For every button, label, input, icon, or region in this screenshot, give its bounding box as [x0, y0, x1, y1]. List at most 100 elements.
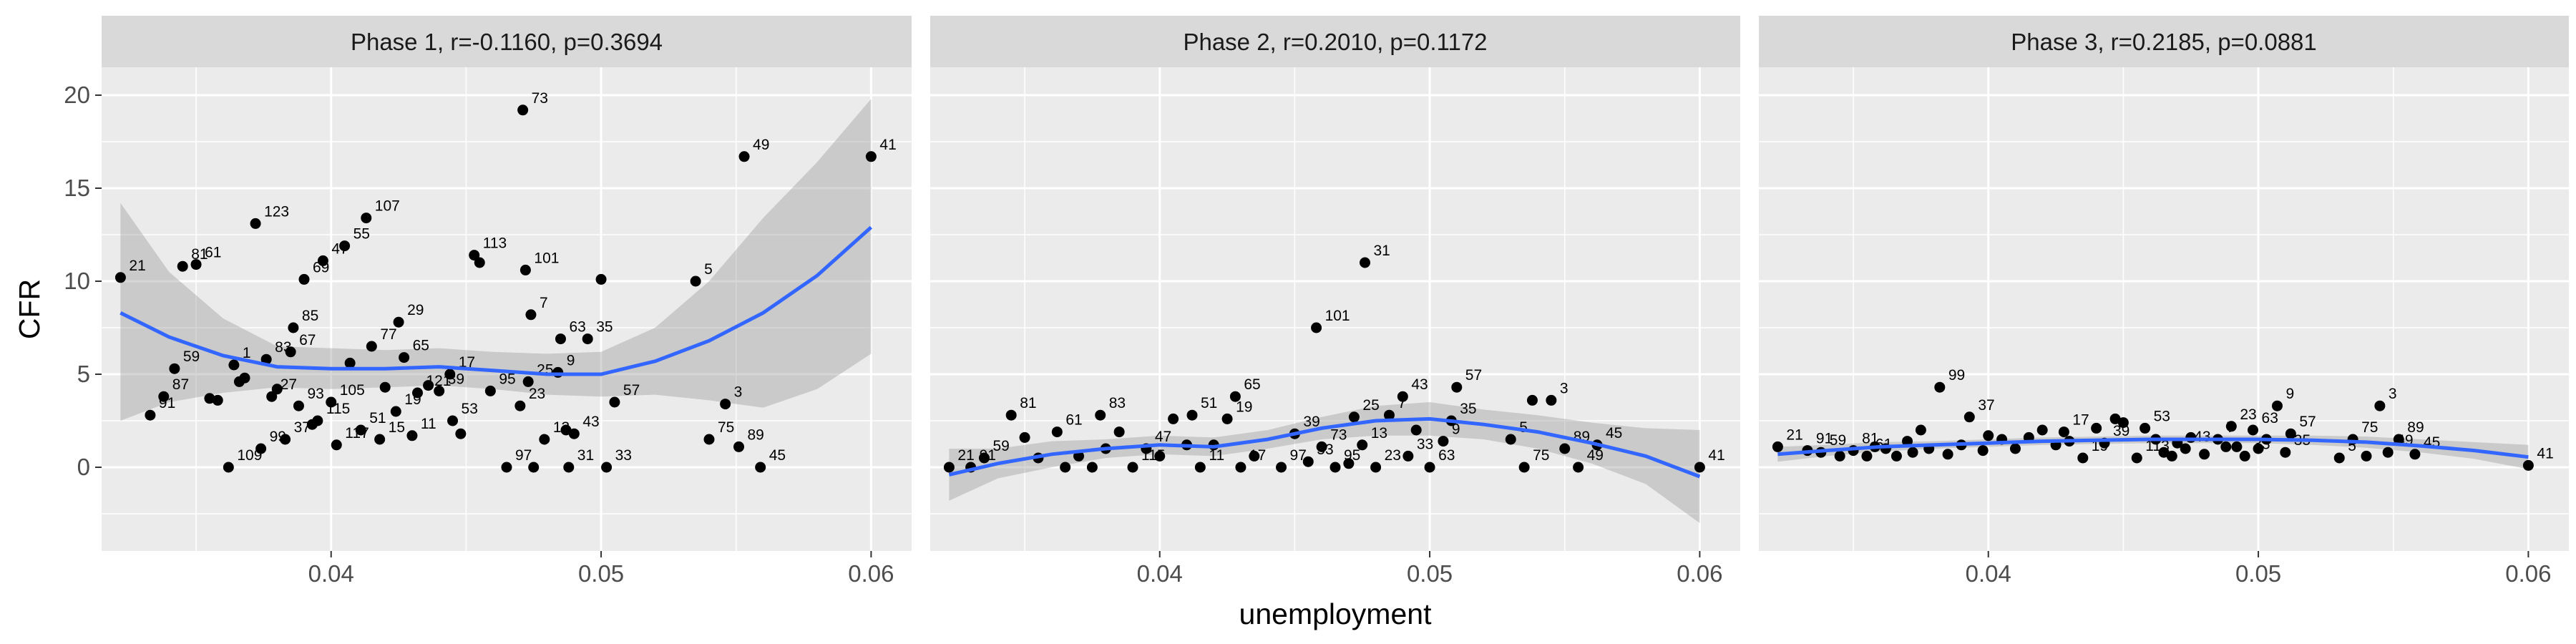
x-tick-label: 0.04 [1966, 560, 2011, 587]
data-point [1402, 450, 1414, 462]
point-label: 93 [307, 386, 323, 402]
data-point [331, 439, 342, 451]
data-point [1983, 430, 1994, 441]
data-point [1235, 462, 1246, 473]
point-label: 3 [1560, 380, 1568, 396]
point-label: 1 [243, 345, 251, 361]
data-point [1397, 391, 1408, 402]
point-label: 83 [1109, 395, 1126, 411]
data-point [455, 428, 467, 439]
data-point [312, 415, 323, 426]
data-point [169, 363, 180, 374]
data-point [1194, 462, 1206, 473]
data-point [1311, 322, 1322, 333]
y-tick-label: 10 [64, 268, 90, 294]
data-point [943, 462, 955, 473]
point-label: 59 [183, 348, 200, 365]
data-point [601, 462, 613, 473]
point-label: 59 [992, 438, 1009, 454]
data-point [344, 357, 356, 369]
data-point [145, 409, 156, 421]
x-tick-label: 0.05 [2235, 560, 2281, 587]
point-label: 65 [1244, 376, 1260, 393]
y-tick-label: 15 [64, 175, 90, 201]
data-point [1095, 409, 1106, 421]
point-label: 121 [426, 373, 451, 389]
point-label: 117 [345, 425, 369, 441]
facet-panel-1: Phase 1, r=-0.1160, p=0.3694219187598161… [102, 16, 912, 551]
point-label: 61 [1065, 412, 1082, 429]
point-label: 95 [1344, 447, 1360, 464]
point-label: 77 [380, 326, 396, 343]
facet-title: Phase 2, r=0.2010, p=0.1172 [1183, 29, 1487, 55]
point-label: 81 [1020, 395, 1036, 411]
data-point [239, 372, 250, 384]
point-label: 107 [375, 198, 400, 215]
data-point [447, 415, 459, 426]
point-label: 63 [2262, 410, 2278, 426]
data-point [1573, 462, 1584, 473]
data-point [2036, 424, 2048, 436]
point-label: 65 [413, 338, 429, 354]
y-axis: 0 5 10 15 20 [64, 82, 102, 480]
point-label: 83 [275, 339, 291, 356]
data-point [2374, 400, 2386, 411]
data-point [1249, 450, 1260, 462]
data-point [738, 151, 750, 162]
data-point [1772, 441, 1783, 452]
data-point [595, 273, 607, 285]
point-label: 19 [404, 391, 421, 408]
point-label: 75 [2361, 419, 2378, 436]
y-tick-label: 5 [77, 361, 90, 387]
data-point [390, 406, 401, 417]
data-point [1861, 450, 1873, 462]
data-point [1060, 462, 1071, 473]
data-point [1051, 426, 1063, 438]
data-point [690, 275, 701, 287]
data-point [434, 385, 445, 396]
point-label: 105 [340, 382, 365, 399]
facet-title: Phase 1, r=-0.1160, p=0.3694 [351, 29, 663, 55]
data-point [1934, 381, 1946, 393]
data-point [1915, 424, 1926, 436]
point-label: 47 [1155, 429, 1171, 445]
data-point [260, 353, 272, 365]
data-point [423, 380, 434, 391]
point-label: 113 [2145, 438, 2169, 454]
data-point [1907, 447, 1918, 458]
smooth-line [948, 416, 1701, 479]
point-label: 37 [1978, 397, 1994, 414]
data-point [288, 322, 299, 333]
point-label: 91 [1816, 431, 1833, 447]
point-label: 115 [326, 401, 350, 417]
data-point [158, 391, 170, 402]
point-label: 33 [615, 447, 632, 464]
point-label: 75 [1533, 447, 1549, 464]
point-label: 51 [369, 410, 386, 426]
point-label: 11 [1209, 447, 1224, 464]
data-point [1505, 434, 1516, 445]
point-label: 39 [1303, 414, 1319, 430]
data-point [2140, 422, 2151, 434]
data-point [1229, 391, 1241, 402]
facet-strip [930, 16, 1740, 67]
data-point [2131, 452, 2142, 464]
point-label: 101 [534, 250, 559, 266]
data-point [2248, 424, 2259, 436]
point-label: 53 [1317, 441, 1333, 458]
point-label: 23 [1385, 447, 1401, 464]
data-point [190, 259, 202, 270]
point-label: 11 [421, 416, 436, 432]
data-point [293, 400, 304, 411]
data-point [514, 400, 526, 411]
data-point [1942, 449, 1953, 460]
x-tick-label: 0.05 [578, 560, 624, 587]
data-point [285, 346, 296, 358]
data-point [978, 452, 990, 464]
x-tick-label: 0.04 [1137, 560, 1183, 587]
data-point [444, 369, 456, 380]
data-point [1357, 439, 1368, 451]
point-label: 25 [1362, 397, 1379, 414]
point-label: 31 [1374, 243, 1390, 259]
point-label: 21 [129, 258, 145, 274]
